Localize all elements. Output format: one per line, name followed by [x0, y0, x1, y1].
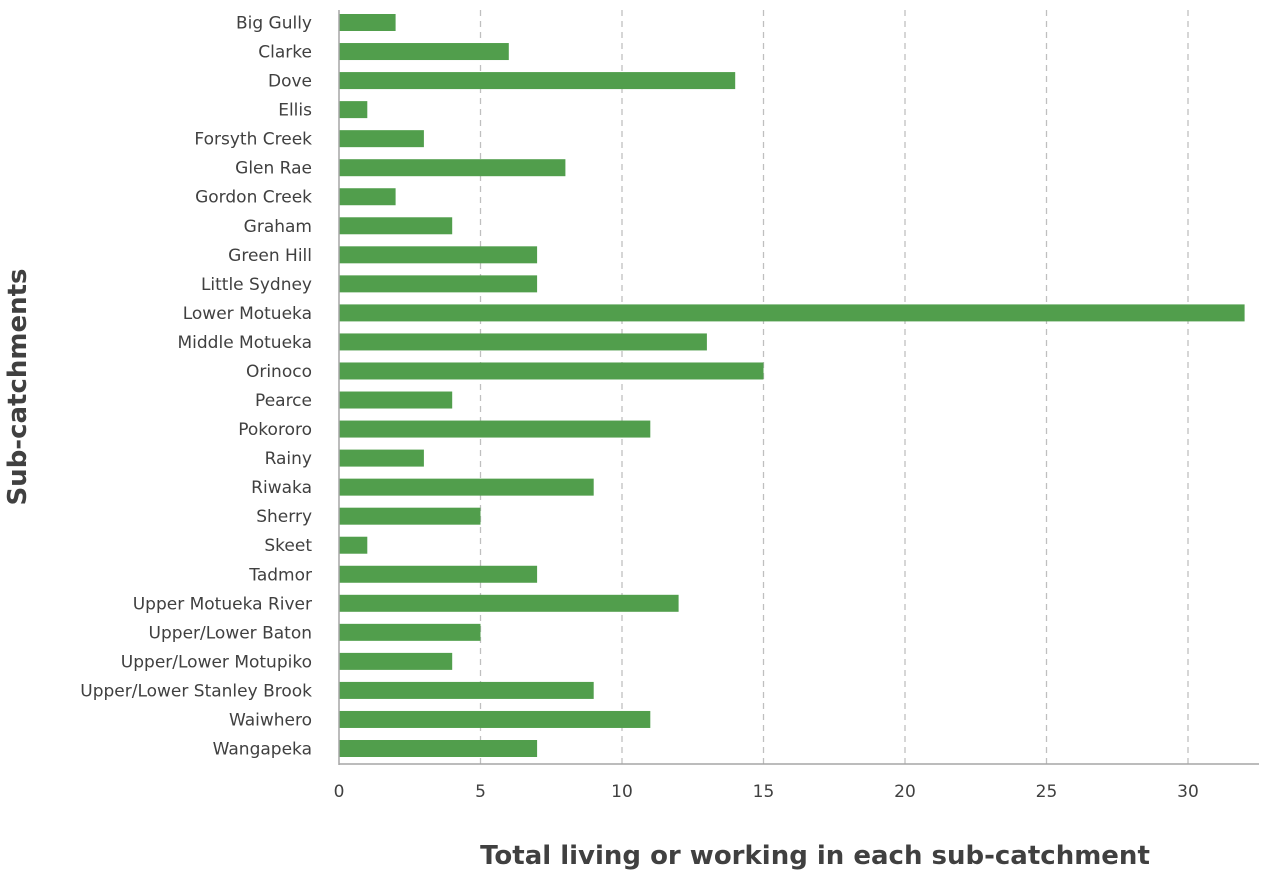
x-tick-label-10: 10 — [611, 782, 633, 802]
category-label-17: Sherry — [256, 507, 312, 527]
category-label-5: Glen Rae — [235, 159, 312, 179]
grid-layer — [479, 10, 1189, 764]
category-label-15: Rainy — [265, 449, 312, 469]
category-label-8: Green Hill — [228, 246, 312, 266]
bar-16 — [339, 478, 594, 496]
category-label-3: Ellis — [278, 101, 312, 121]
bar-14 — [339, 420, 651, 438]
bar-21 — [339, 623, 481, 641]
bar-22 — [339, 652, 453, 670]
bar-10 — [339, 304, 1245, 322]
y-axis-title: Sub-catchments — [3, 268, 33, 505]
x-tick-label-0: 0 — [334, 782, 345, 802]
bar-17 — [339, 507, 481, 525]
category-label-9: Little Sydney — [201, 275, 312, 295]
category-label-14: Pokororo — [238, 420, 312, 440]
category-label-23: Upper/Lower Stanley Brook — [80, 681, 312, 701]
x-tick-label-5: 5 — [475, 782, 486, 802]
category-label-1: Clarke — [258, 43, 312, 63]
bar-6 — [339, 188, 396, 206]
bar-1 — [339, 43, 509, 61]
category-label-11: Middle Motueka — [178, 333, 313, 353]
bar-0 — [339, 14, 396, 31]
label-layer: Big Gully Clarke Dove Ellis Forsyth Creek Gle… — [80, 14, 1199, 803]
category-label-16: Riwaka — [251, 478, 312, 498]
bar-11 — [339, 333, 707, 351]
bar-15 — [339, 449, 424, 467]
category-label-24: Waiwhero — [229, 710, 312, 730]
category-label-0: Big Gully — [236, 14, 312, 34]
category-label-7: Graham — [244, 217, 312, 237]
category-label-6: Gordon Creek — [195, 188, 312, 208]
bar-5 — [339, 159, 566, 177]
bar-7 — [339, 217, 453, 235]
bar-18 — [339, 536, 368, 554]
category-label-13: Pearce — [255, 391, 312, 411]
x-tick-label-30: 30 — [1177, 782, 1199, 802]
bar-13 — [339, 391, 453, 409]
category-label-21: Upper/Lower Baton — [149, 623, 312, 643]
bar-20 — [339, 594, 679, 612]
x-tick-label-15: 15 — [753, 782, 775, 802]
bar-layer — [339, 14, 1245, 757]
bar-23 — [339, 681, 594, 699]
x-axis-title: Total living or working in each sub-catc… — [480, 841, 1150, 871]
category-label-12: Orinoco — [246, 362, 312, 382]
bar-4 — [339, 130, 424, 148]
category-label-18: Skeet — [264, 536, 312, 556]
bar-25 — [339, 740, 538, 757]
category-label-10: Lower Motueka — [183, 304, 312, 324]
category-label-2: Dove — [268, 72, 312, 92]
category-label-25: Wangapeka — [213, 740, 312, 760]
bar-2 — [339, 72, 736, 90]
bar-8 — [339, 246, 538, 264]
bar-3 — [339, 101, 368, 119]
category-label-22: Upper/Lower Motupiko — [121, 652, 312, 672]
x-tick-label-25: 25 — [1036, 782, 1058, 802]
bar-19 — [339, 565, 538, 583]
bar-24 — [339, 710, 651, 728]
bar-12 — [339, 362, 764, 380]
bar-9 — [339, 275, 538, 293]
x-tick-label-20: 20 — [894, 782, 916, 802]
category-label-19: Tadmor — [248, 565, 312, 585]
axis-layer — [338, 10, 1259, 765]
category-label-4: Forsyth Creek — [194, 130, 312, 150]
category-label-20: Upper Motueka River — [133, 594, 312, 614]
